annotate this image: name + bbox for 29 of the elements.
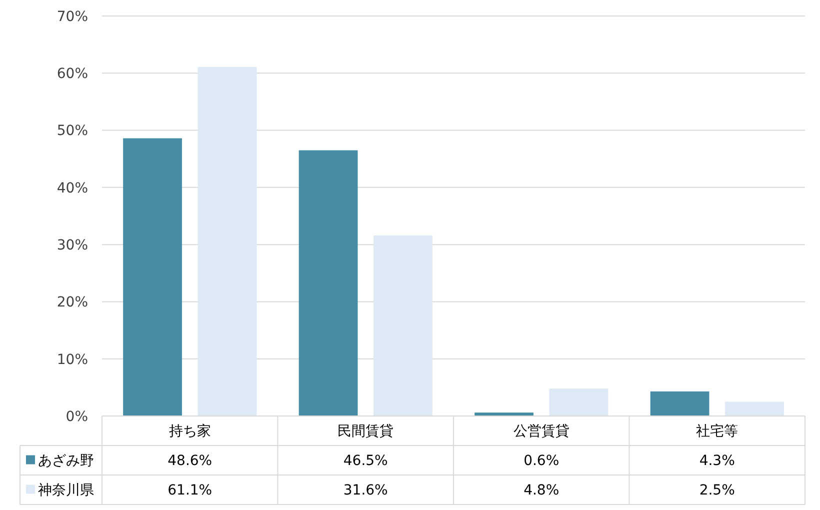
y-tick-label: 10% (56, 352, 88, 368)
bar (298, 150, 358, 416)
y-tick-label: 40% (56, 180, 88, 196)
legend-label: 神奈川県 (38, 482, 94, 499)
y-tick-label: 50% (56, 123, 88, 140)
x-tick-label: 社宅等 (696, 424, 738, 440)
legend-label: あざみ野 (38, 453, 94, 470)
y-tick-label: 30% (56, 237, 88, 254)
x-tick-label: 公営賃貸 (513, 424, 570, 440)
y-tick-label: 20% (56, 294, 88, 311)
data-label: 4.8% (524, 482, 560, 499)
y-tick-label: 60% (56, 66, 88, 82)
x-tick-label: 民間賃貸 (338, 424, 394, 440)
data-label: 2.5% (699, 482, 735, 499)
data-label: 48.6% (168, 453, 212, 470)
bar (549, 388, 608, 416)
data-label: 61.1% (168, 482, 212, 499)
data-label: 0.6% (524, 453, 560, 470)
bar (725, 402, 784, 416)
bar (123, 138, 182, 416)
y-tick-label: 0% (66, 408, 88, 425)
bar (374, 235, 432, 416)
bar (650, 391, 710, 416)
data-label: 4.3% (699, 453, 735, 470)
y-tick-label: 70% (56, 8, 88, 25)
data-label: 31.6% (343, 482, 388, 499)
x-tick-label: 持ち家 (168, 424, 211, 440)
data-label: 46.5% (343, 453, 388, 470)
bar (198, 66, 257, 416)
